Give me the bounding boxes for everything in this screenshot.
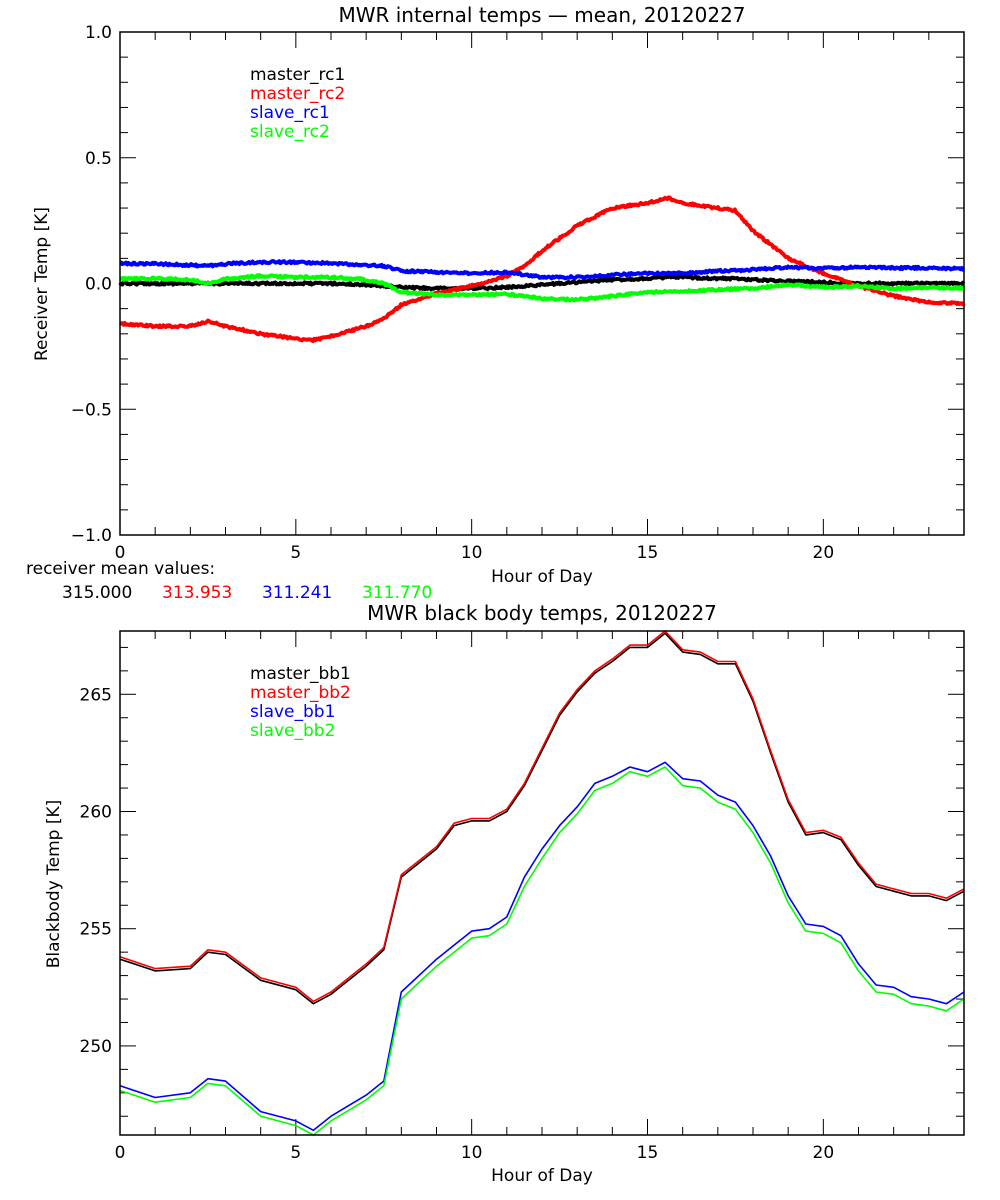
- y-tick-label: 255: [80, 920, 112, 940]
- legend-item-master-rc2: master_rc2: [250, 84, 345, 104]
- y-axis-label: Receiver Temp [K]: [32, 207, 52, 361]
- x-axis-label: Hour of Day: [491, 567, 593, 587]
- y-tick-label: 1.0: [85, 23, 112, 43]
- y-tick-label: 265: [80, 685, 112, 705]
- x-tick-label: 5: [290, 1143, 301, 1163]
- x-tick-label: 10: [461, 1143, 483, 1163]
- x-tick-label: 5: [290, 543, 301, 563]
- mean-values-label: receiver mean values:: [26, 559, 215, 579]
- y-axis-label: Blackbody Temp [K]: [44, 800, 64, 969]
- legend-item-slave-rc2: slave_rc2: [250, 122, 330, 142]
- chart-title: MWR black body temps, 20120227: [367, 601, 717, 625]
- x-tick-label: 15: [637, 543, 659, 563]
- axis-ticks: 0 5 10 15 20 −1.0 −0.5 0.0 0.5 1.0: [71, 23, 965, 563]
- legend-item-master-bb1: master_bb1: [250, 664, 351, 684]
- x-tick-label: 20: [813, 543, 835, 563]
- series-line-slave-bb1: [119, 761, 965, 1132]
- y-tick-label: −1.0: [71, 526, 112, 546]
- x-tick-label: 0: [115, 1143, 126, 1163]
- series-line-slave-rc1: [119, 259, 965, 281]
- plot-frame: [119, 630, 965, 1136]
- mean-values: 315.000 313.953 311.241 311.770: [62, 583, 432, 603]
- x-tick-label: 20: [813, 1143, 835, 1163]
- mean-value: 315.000: [62, 583, 132, 603]
- legend-item-slave-bb1: slave_bb1: [250, 702, 335, 722]
- mean-value: 311.241: [262, 583, 332, 603]
- series-line-master-rc2: [118, 195, 966, 343]
- legend-item-slave-rc1: slave_rc1: [250, 103, 330, 123]
- series-line-slave-rc2: [119, 273, 966, 303]
- x-axis-label: Hour of Day: [491, 1166, 593, 1186]
- y-tick-label: 0.0: [85, 275, 112, 295]
- series-line-master-bb2: [119, 630, 965, 1003]
- legend-item-slave-bb2: slave_bb2: [250, 721, 335, 741]
- y-tick-label: −0.5: [71, 400, 112, 420]
- x-tick-label: 10: [461, 543, 483, 563]
- mean-value: 311.770: [362, 583, 432, 603]
- chart-title: MWR internal temps — mean, 20120227: [338, 3, 745, 27]
- y-tick-label: 260: [80, 803, 112, 823]
- legend-item-master-rc1: master_rc1: [250, 65, 345, 85]
- receiver-temp-panel: MWR internal temps — mean, 20120227 0 5 10…: [26, 3, 966, 603]
- series-line-master-rc1: [118, 274, 966, 292]
- series-lines: [118, 195, 966, 343]
- y-tick-label: 0.5: [85, 149, 112, 169]
- y-tick-label: 250: [80, 1037, 112, 1057]
- x-tick-label: 0: [115, 543, 126, 563]
- axis-ticks: 0 5 10 15 20 250 255 260 265: [80, 631, 965, 1163]
- legend-item-master-bb2: master_bb2: [250, 683, 351, 703]
- mean-value: 313.953: [162, 583, 232, 603]
- blackbody-temp-panel: MWR black body temps, 20120227 0 5 10 15 20 2…: [44, 601, 965, 1186]
- plot-frame: [119, 31, 965, 536]
- series-line-master-bb1: [119, 632, 965, 1005]
- x-tick-label: 15: [637, 1143, 659, 1163]
